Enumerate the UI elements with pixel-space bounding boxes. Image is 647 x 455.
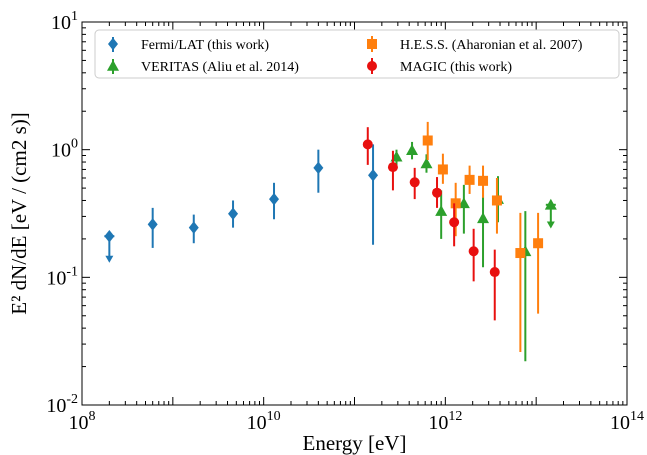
data-point	[457, 197, 470, 209]
y-tick-label: 10-2	[46, 392, 78, 417]
y-axis-label: E² dN/dE [eV / (cm2 s)]	[7, 112, 31, 314]
series-diamond	[104, 144, 379, 263]
legend-label: Fermi/LAT (this work)	[141, 38, 269, 53]
data-point	[491, 195, 502, 206]
data-point	[362, 139, 373, 150]
data-point	[468, 246, 479, 257]
legend-item: VERITAS (Aliu et al. 2014)	[107, 59, 299, 75]
data-point	[147, 218, 158, 231]
data-point	[515, 248, 526, 259]
series-square	[422, 121, 544, 353]
data-point	[432, 187, 443, 198]
x-axis-label: Energy [eV]	[303, 431, 407, 455]
legend-marker	[107, 60, 119, 71]
legend-label: H.E.S.S. (Aharonian et al. 2007)	[400, 38, 583, 53]
y-tick-label: 101	[51, 9, 78, 34]
legend-box	[94, 29, 620, 79]
legend-item: H.E.S.S. (Aharonian et al. 2007)	[367, 36, 583, 53]
data-point	[489, 267, 500, 278]
x-tick-label: 1010	[247, 409, 281, 434]
data-point	[477, 212, 490, 224]
axis-ticks	[81, 21, 628, 406]
data-point	[269, 192, 280, 206]
legend-marker	[367, 61, 377, 71]
legend-label: MAGIC (this work)	[400, 60, 512, 75]
y-tick-label: 10-1	[46, 264, 78, 289]
legend-marker	[108, 37, 118, 51]
y-tick-label: 100	[51, 137, 78, 162]
data-point	[228, 207, 239, 220]
legend-label: VERITAS (Aliu et al. 2014)	[141, 60, 299, 75]
data-point	[104, 229, 115, 243]
legend-item: MAGIC (this work)	[367, 58, 512, 75]
data-point	[409, 177, 420, 188]
data-point	[478, 175, 489, 186]
data-point	[422, 135, 433, 146]
x-tick-label: 1014	[610, 409, 644, 434]
upper-limit-arrowhead	[546, 221, 555, 229]
data-point	[368, 169, 379, 182]
x-tick-label: 108	[69, 409, 96, 434]
data-point	[188, 221, 199, 234]
data-point	[544, 198, 557, 210]
x-tick-label: 1012	[428, 409, 462, 434]
y-axis-label-group: E² dN/dE [eV / (cm2 s)]	[7, 112, 31, 314]
data-point	[533, 238, 544, 249]
upper-limit-arrowhead	[105, 255, 114, 263]
data-point	[420, 157, 433, 169]
legend-marker	[367, 39, 377, 49]
data-marks	[104, 121, 557, 362]
data-point	[449, 217, 460, 228]
legend: Fermi/LAT (this work) H.E.S.S. (Aharonian…	[94, 29, 620, 79]
data-point	[406, 144, 419, 156]
data-point	[313, 161, 324, 175]
legend-item: Fermi/LAT (this work)	[108, 37, 269, 53]
data-point	[464, 174, 475, 185]
data-point	[435, 205, 448, 216]
data-point	[450, 198, 461, 209]
series-circle	[362, 127, 500, 321]
data-point	[387, 162, 398, 173]
data-point	[437, 164, 448, 175]
tick-labels: 108 1010 1012 1014 10-2 10-1 100 101	[46, 9, 644, 434]
plot-frame	[81, 21, 628, 406]
